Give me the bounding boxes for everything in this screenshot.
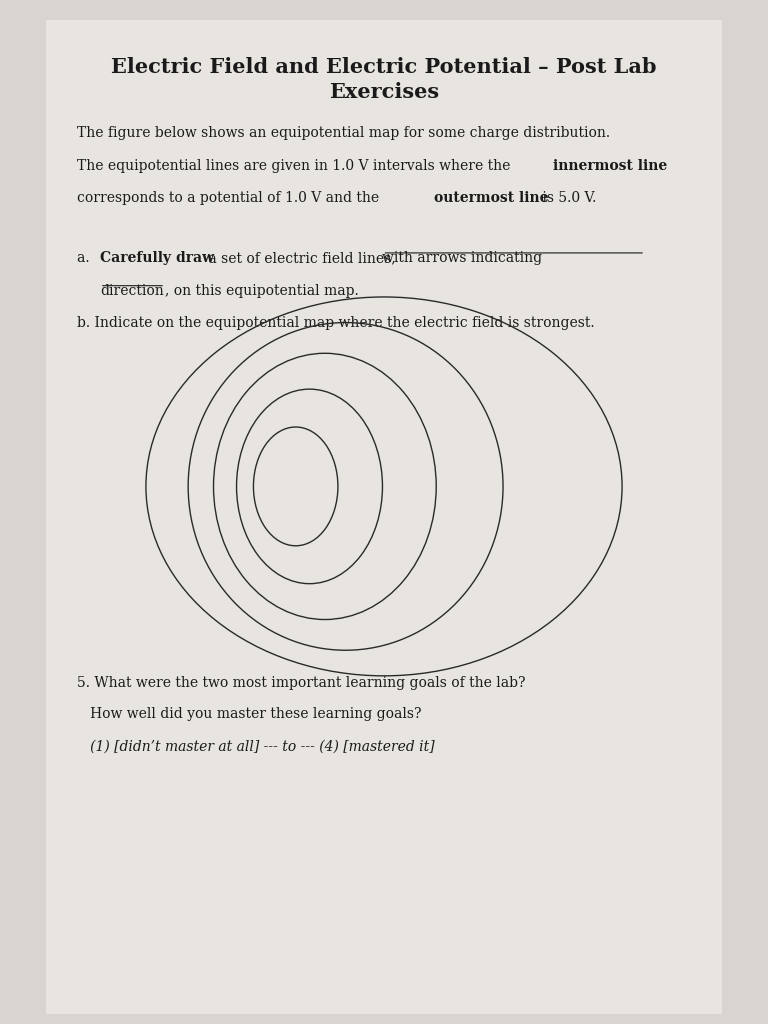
Text: corresponds to a potential of 1.0 V and the: corresponds to a potential of 1.0 V and … <box>77 190 383 205</box>
Text: Exercises: Exercises <box>329 82 439 102</box>
Text: (1) [didn’t master at all] --- to --- (4) [mastered it]: (1) [didn’t master at all] --- to --- (4… <box>77 739 435 754</box>
Text: 5. What were the two most important learning goals of the lab?: 5. What were the two most important lear… <box>77 676 525 690</box>
Text: a.: a. <box>77 251 98 265</box>
Text: with arrows indicating: with arrows indicating <box>382 251 542 265</box>
Text: direction: direction <box>100 284 164 298</box>
Text: is 5.0 V.: is 5.0 V. <box>538 190 596 205</box>
Text: How well did you master these learning goals?: How well did you master these learning g… <box>77 707 422 721</box>
Text: b. Indicate on the equipotential map where the electric field is strongest.: b. Indicate on the equipotential map whe… <box>77 316 594 331</box>
Text: , on this equipotential map.: , on this equipotential map. <box>165 284 359 298</box>
Text: Electric Field and Electric Potential – Post Lab: Electric Field and Electric Potential – … <box>111 56 657 77</box>
Text: Carefully draw: Carefully draw <box>100 251 214 265</box>
Text: outermost line: outermost line <box>434 190 548 205</box>
Text: a set of electric field lines,: a set of electric field lines, <box>204 251 399 265</box>
Text: innermost line: innermost line <box>553 159 667 173</box>
FancyBboxPatch shape <box>46 20 722 1014</box>
Text: The figure below shows an equipotential map for some charge distribution.: The figure below shows an equipotential … <box>77 126 610 140</box>
Text: The equipotential lines are given in 1.0 V intervals where the: The equipotential lines are given in 1.0… <box>77 159 515 173</box>
